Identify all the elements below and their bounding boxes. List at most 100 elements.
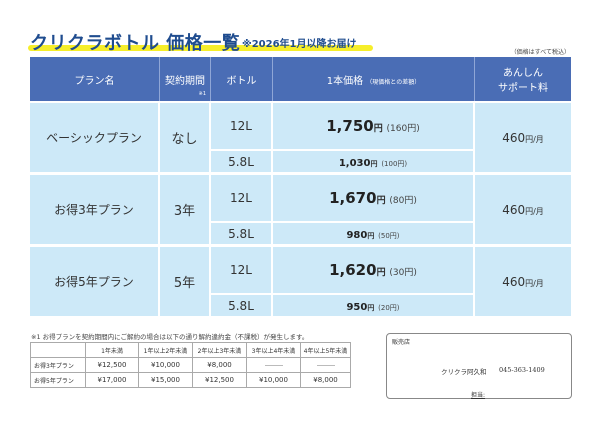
- support-fee: 460円/月: [475, 244, 571, 316]
- plan-term: なし: [160, 101, 211, 172]
- bottle-size-large: 12L: [211, 172, 273, 221]
- dash-icon: [316, 364, 335, 366]
- delivery-note: ※2026年1月以降お届け: [242, 39, 357, 50]
- fee-header-cell: 2年以上3年未満: [192, 342, 247, 358]
- support-fee-value: 460: [502, 274, 526, 289]
- fee-header-cell: 4年以上5年未満: [300, 342, 351, 358]
- shop-staff-label: 担当:: [471, 392, 486, 399]
- header-bottle: ボトル: [211, 57, 273, 101]
- plan-subrow: 5.8L 950円 (20円): [30, 293, 571, 316]
- support-fee: 460円/月: [475, 172, 571, 244]
- price-diff: (80円): [389, 196, 417, 206]
- price-value: 1,030: [338, 157, 371, 169]
- price-large: 1,750円 (160円): [273, 101, 475, 149]
- support-fee-unit: /月: [533, 206, 544, 216]
- header-support: あんしん サポート料: [475, 57, 571, 101]
- price-yen: 円: [370, 159, 378, 168]
- fee-value: ¥10,000: [246, 372, 301, 388]
- header-term-note: ※1: [198, 91, 206, 97]
- header-price: 1本価格 （現価格との差額）: [273, 57, 475, 101]
- fee-plan-name: お得5年プラン: [30, 372, 86, 388]
- fee-header-cell: 1年以上2年未満: [138, 342, 193, 358]
- header-term-label: 契約期間: [165, 75, 205, 87]
- price-yen: 円: [376, 196, 386, 206]
- price-diff: (30円): [389, 268, 417, 278]
- price-table-header: プラン名 契約期間 ※1 ボトル 1本価格 （現価格との差額） あんしんサポート料: [30, 57, 571, 101]
- dash-icon: [264, 364, 283, 366]
- fee-not-applicable: [246, 357, 301, 373]
- price-value: 1,620: [329, 261, 377, 279]
- price-yen: 円: [373, 124, 383, 134]
- page-title: クリクラボトル 価格一覧: [30, 33, 241, 54]
- shop-box: 販売店 クリクラ阿久和 045-363-1409 担当:: [386, 333, 572, 399]
- price-value: 950: [346, 301, 368, 313]
- price-yen: 円: [367, 303, 375, 312]
- shop-name: クリクラ阿久和: [441, 368, 487, 376]
- support-fee-yen: 円: [525, 206, 534, 216]
- price-large: 1,620円 (30円): [273, 244, 475, 293]
- price-diff: (20円): [378, 303, 400, 312]
- fee-header-cell: [30, 342, 86, 358]
- price-yen: 円: [376, 268, 386, 278]
- price-diff: (100円): [381, 159, 408, 168]
- plan-row: お得5年プラン 5年 12L 1,620円 (30円) 460円/月: [30, 244, 571, 316]
- support-fee-yen: 円: [525, 134, 534, 144]
- price-yen: 円: [367, 231, 375, 240]
- fee-value: ¥17,000: [85, 372, 139, 388]
- price-small: 980円 (50円): [273, 221, 475, 244]
- header-plan: プラン名: [30, 57, 160, 101]
- support-fee-unit: /月: [533, 134, 544, 144]
- header-support-line2: サポート料: [498, 83, 548, 94]
- price-table: プラン名 契約期間 ※1 ボトル 1本価格 （現価格との差額） あんしんサポート料…: [30, 57, 571, 316]
- fee-value: ¥8,000: [300, 372, 351, 388]
- shop-label: 販売店: [392, 339, 411, 346]
- bottle-size-large: 12L: [211, 244, 273, 293]
- fee-value: ¥8,000: [192, 357, 247, 373]
- plan-subrow: 5.8L 980円 (50円): [30, 221, 571, 244]
- plan-term: 3年: [160, 172, 211, 244]
- bottle-size-small: 5.8L: [211, 149, 273, 172]
- cancellation-fee-table: 1年未満 1年以上2年未満 2年以上3年未満 3年以上4年未満 4年以上5年未満 お得3年…: [30, 342, 351, 388]
- plan-term: 5年: [160, 244, 211, 316]
- fee-row: お得3年プラン ¥12,500 ¥10,000 ¥8,000: [30, 357, 351, 373]
- fee-plan-name: お得3年プラン: [30, 357, 86, 373]
- plan-name: お得3年プラン: [30, 172, 160, 244]
- fee-header-cell: 3年以上4年未満: [246, 342, 301, 358]
- plan-name: お得5年プラン: [30, 244, 160, 316]
- support-fee: 460円/月: [475, 101, 571, 172]
- fee-header-row: 1年未満 1年以上2年未満 2年以上3年未満 3年以上4年未満 4年以上5年未満: [30, 342, 351, 358]
- price-large: 1,670円 (80円): [273, 172, 475, 221]
- header-price-label: 1本価格: [326, 75, 364, 87]
- fee-value: ¥12,500: [192, 372, 247, 388]
- title-highlight: [28, 45, 373, 51]
- price-diff: (160円): [386, 124, 420, 134]
- bottle-size-large: 12L: [211, 101, 273, 149]
- price-diff: (50円): [378, 231, 400, 240]
- header-term: 契約期間 ※1: [160, 57, 211, 101]
- fee-value: ¥12,500: [85, 357, 139, 373]
- price-value: 1,670: [329, 189, 377, 207]
- price-value: 1,750: [326, 117, 374, 135]
- support-fee-yen: 円: [525, 278, 534, 288]
- price-value: 980: [346, 229, 368, 241]
- fee-header-cell: 1年未満: [85, 342, 139, 358]
- cancellation-note: ※1 お得プランを契約期間内にご解約の場合は以下の通り解約違約金（不課税）が発生…: [31, 333, 309, 341]
- fee-value: ¥15,000: [138, 372, 193, 388]
- plan-row: お得3年プラン 3年 12L 1,670円 (80円) 460円/月: [30, 172, 571, 244]
- plan-subrow: 5.8L 1,030円 (100円): [30, 149, 571, 172]
- shop-tel: 045-363-1409: [499, 366, 545, 374]
- bottle-size-small: 5.8L: [211, 293, 273, 316]
- price-small: 1,030円 (100円): [273, 149, 475, 172]
- header-price-note: （現価格との差額）: [366, 78, 421, 86]
- bottle-size-small: 5.8L: [211, 221, 273, 244]
- support-fee-unit: /月: [533, 278, 544, 288]
- price-small: 950円 (20円): [273, 293, 475, 316]
- plan-name: ベーシックプラン: [30, 101, 160, 172]
- tax-note: （価格はすべて税込）: [510, 49, 570, 56]
- header-support-line1: あんしん: [503, 68, 543, 79]
- fee-not-applicable: [300, 357, 351, 373]
- support-fee-value: 460: [502, 130, 526, 145]
- plan-row: ベーシックプラン なし 12L 1,750円 (160円) 460円/月: [30, 101, 571, 172]
- fee-row: お得5年プラン ¥17,000 ¥15,000 ¥12,500 ¥10,000 ¥8,00…: [30, 372, 351, 388]
- support-fee-value: 460: [502, 202, 526, 217]
